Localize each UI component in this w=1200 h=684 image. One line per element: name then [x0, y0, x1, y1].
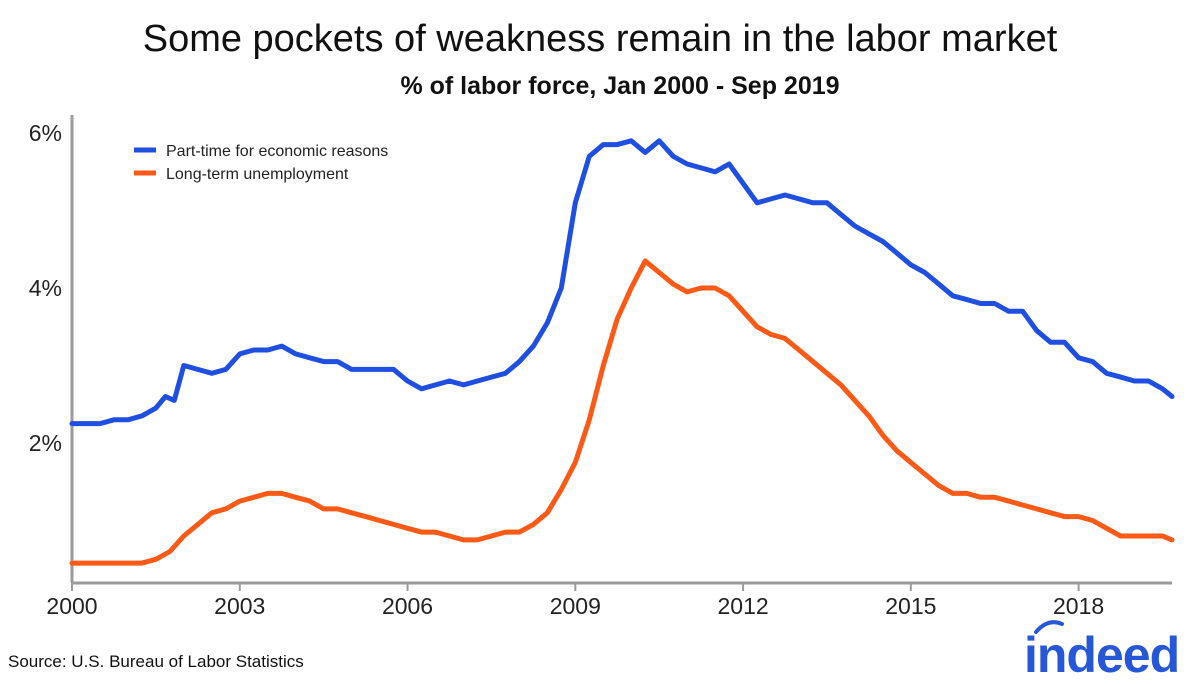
x-tick-label: 2000: [46, 593, 97, 619]
series-line-part-time: [69, 138, 1175, 427]
legend: Part-time for economic reasons Long-term …: [134, 143, 388, 183]
series-line-long-term: [69, 258, 1175, 566]
x-tick-label: 2009: [550, 593, 601, 619]
x-tick-label: 2012: [717, 593, 768, 619]
y-tick-label: 4%: [29, 275, 62, 301]
x-tick-label: 2006: [382, 593, 433, 619]
y-axis-ticks: 2% 4% 6%: [29, 120, 62, 456]
source-note: Source: U.S. Bureau of Labor Statistics: [8, 652, 304, 671]
indeed-logo-arc-icon: [1034, 620, 1064, 634]
x-tick-label: 2003: [214, 593, 265, 619]
legend-label: Long-term unemployment: [166, 166, 349, 183]
y-tick-label: 6%: [29, 120, 62, 146]
legend-label: Part-time for economic reasons: [166, 143, 388, 160]
x-tick-label: 2015: [885, 593, 936, 619]
chart-title: Some pockets of weakness remain in the l…: [142, 18, 1058, 60]
indeed-logo: indeed: [1024, 627, 1180, 683]
x-tick-label: 2018: [1053, 593, 1104, 619]
x-axis-ticks: 2000 2003 2006 2009 2012 2015 2018: [46, 583, 1104, 619]
y-tick-label: 2%: [29, 430, 62, 456]
chart-subtitle: % of labor force, Jan 2000 - Sep 2019: [400, 72, 840, 100]
series-lines: [69, 138, 1175, 566]
